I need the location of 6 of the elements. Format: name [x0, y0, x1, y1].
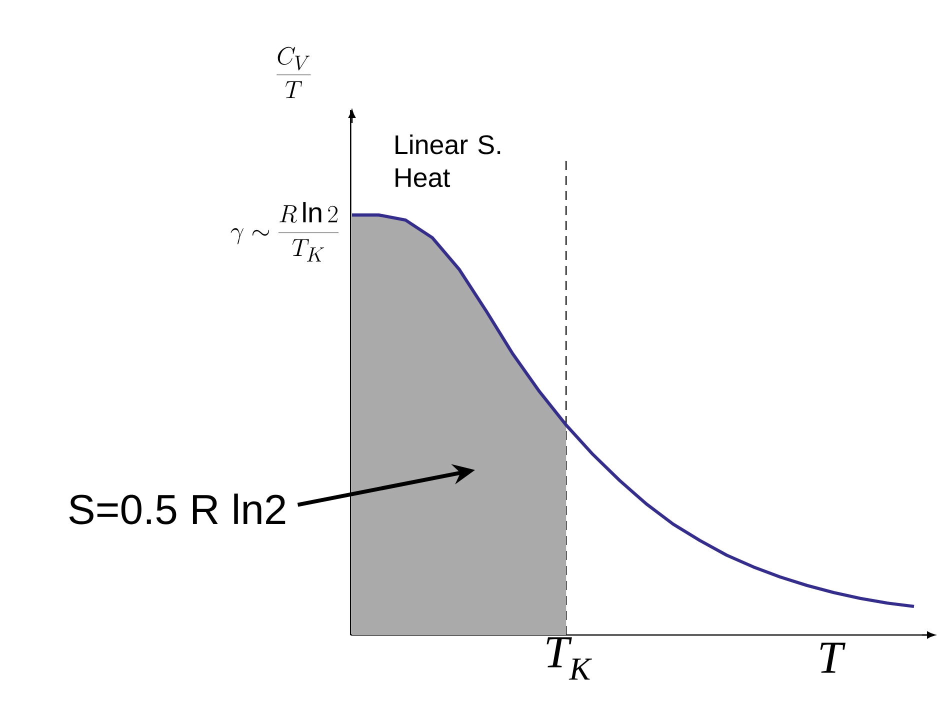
text: $\frac{C_V}{T}$ [276, 46, 311, 98]
x-axis-title: T [820, 642, 846, 673]
text: $\gamma \sim \frac{R\ln 2}{T_K}$ [230, 202, 339, 262]
text: Linear S. Heat [396, 134, 500, 188]
text: T$_{K}$ [546, 637, 592, 680]
text: S=0.5 R ln2 [69, 494, 286, 524]
